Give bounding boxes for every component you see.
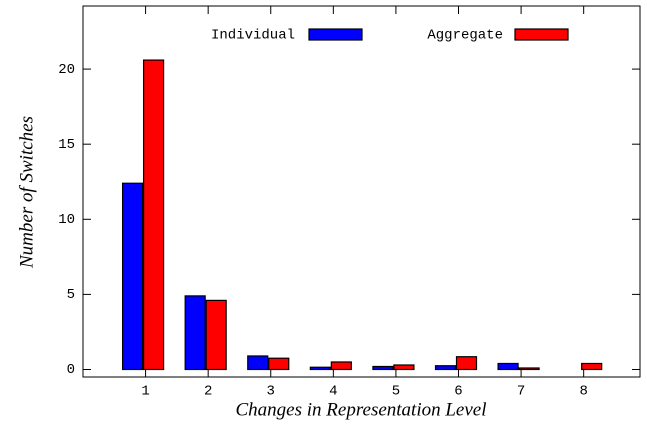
bar	[330, 361, 352, 371]
bar	[455, 356, 478, 371]
bar	[497, 362, 519, 371]
x-tick-label: 2	[204, 384, 212, 400]
bar	[434, 365, 457, 371]
bar	[581, 362, 603, 371]
bar	[247, 355, 269, 371]
legend-swatch	[308, 28, 363, 41]
bar	[393, 364, 415, 371]
x-tick-label: 5	[392, 384, 400, 400]
x-axis-label: Changes in Representation Level	[236, 399, 487, 420]
x-tick-label: 3	[267, 384, 275, 400]
legend-label: Aggregate	[427, 28, 503, 44]
y-tick-label: 15	[58, 137, 75, 153]
y-tick-label: 10	[58, 212, 75, 228]
bar	[309, 366, 331, 371]
x-tick-label: 8	[579, 384, 587, 400]
bar	[121, 182, 144, 371]
x-tick-label: 7	[517, 384, 525, 400]
bar	[142, 59, 165, 371]
plot-frame	[82, 5, 641, 378]
legend-label: Individual	[211, 28, 295, 44]
bar	[518, 367, 540, 371]
x-tick-label: 6	[454, 384, 462, 400]
x-tick-label: 1	[141, 384, 149, 400]
legend-swatch	[514, 28, 569, 41]
bar	[184, 295, 206, 371]
y-axis-label: Number of Switches	[16, 116, 37, 269]
bar	[268, 357, 290, 371]
bar	[205, 299, 227, 371]
y-tick-label: 0	[67, 362, 75, 378]
y-tick-label: 20	[58, 62, 75, 78]
y-tick-label: 5	[67, 287, 75, 303]
bar	[372, 365, 394, 371]
x-tick-label: 4	[329, 384, 337, 400]
